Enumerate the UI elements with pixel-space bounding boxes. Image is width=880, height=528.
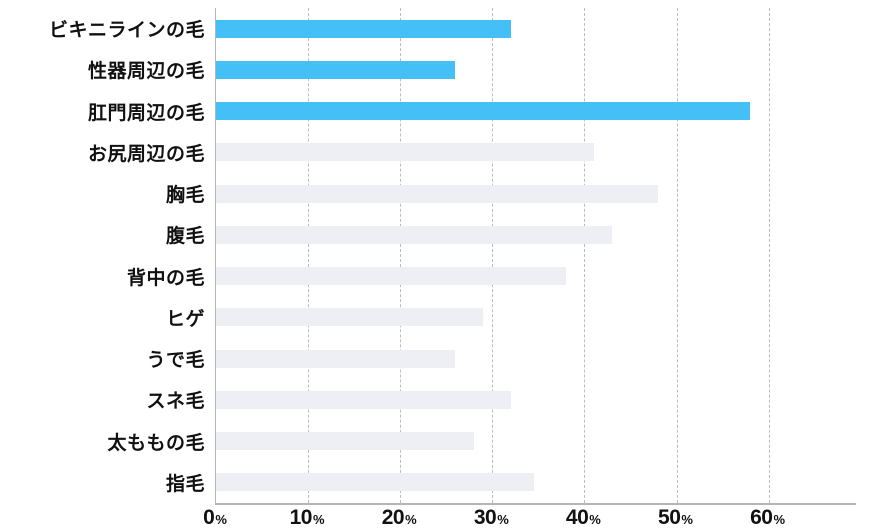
- bar-default: [216, 184, 659, 203]
- bar-row: [216, 379, 856, 420]
- bar-row: [216, 214, 856, 255]
- bars-container: [216, 8, 856, 503]
- percent-sign: %: [215, 512, 227, 527]
- bar-default: [216, 432, 474, 451]
- x-tick-number: 10: [289, 506, 313, 528]
- bar-row: [216, 132, 856, 173]
- bar-row: [216, 173, 856, 214]
- percent-sign: %: [312, 512, 325, 527]
- x-tick-number: 20: [381, 506, 405, 528]
- bar-default: [216, 267, 566, 286]
- category-label: 背中の毛: [126, 267, 205, 289]
- percent-sign: %: [589, 512, 601, 527]
- bar-row: [216, 462, 856, 503]
- bar-row: [216, 338, 856, 379]
- bar-row: [216, 256, 856, 297]
- x-tick-number: 60: [750, 506, 773, 528]
- percent-sign: %: [405, 512, 417, 527]
- category-label: 腹毛: [165, 226, 205, 248]
- x-tick-label: 20%: [382, 507, 417, 528]
- category-label: 太ももの毛: [107, 432, 205, 454]
- plot-area: [215, 8, 856, 505]
- bar-row: [216, 49, 856, 90]
- gridline: [492, 8, 494, 503]
- x-tick-label: 50%: [658, 507, 693, 528]
- category-label: ヒゲ: [165, 308, 205, 330]
- category-label: うで毛: [146, 350, 205, 372]
- bar-default: [216, 308, 484, 327]
- gridline: [768, 8, 770, 503]
- category-label: ビキニラインの毛: [48, 20, 205, 42]
- x-tick-number: 40: [565, 506, 589, 528]
- bar-highlighted: [216, 19, 511, 38]
- gridline: [400, 8, 402, 503]
- bar-default: [216, 349, 456, 368]
- x-tick-label: 30%: [474, 507, 509, 528]
- category-label: スネ毛: [146, 391, 205, 413]
- percent-sign: %: [497, 512, 509, 527]
- category-label: お尻周辺の毛: [87, 143, 205, 165]
- x-tick-label: 10%: [290, 507, 325, 528]
- percent-sign: %: [681, 512, 693, 527]
- category-label: 指毛: [165, 473, 205, 495]
- bar-highlighted: [216, 102, 751, 121]
- x-tick-number: 50: [658, 506, 681, 528]
- gridline: [676, 8, 678, 503]
- bar-row: [216, 91, 856, 132]
- y-axis-category-labels: ビキニラインの毛性器周辺の毛 肛門周辺の毛 お尻周辺の毛胸毛腹毛背中の毛ヒゲうで毛ス…: [0, 8, 205, 503]
- bar-row: [216, 8, 856, 49]
- x-tick-number: 30: [473, 506, 497, 528]
- bar-default: [216, 143, 594, 162]
- x-tick-label: 0%: [203, 507, 227, 528]
- x-tick-label: 40%: [566, 507, 601, 528]
- category-label: 性器周辺の毛: [87, 61, 205, 83]
- bar-row: [216, 297, 856, 338]
- bar-default: [216, 473, 534, 492]
- gridline: [308, 8, 310, 503]
- x-axis-tick-labels: 0% 10% 20% 30% 40% 50% 60%: [0, 507, 880, 528]
- bar-default: [216, 225, 613, 244]
- x-tick-label: 60%: [750, 507, 785, 528]
- category-label: 胸毛: [165, 185, 205, 207]
- bar-highlighted: [216, 60, 456, 79]
- percent-sign: %: [773, 512, 786, 527]
- gridline: [584, 8, 586, 503]
- category-label: 肛門周辺の毛: [87, 102, 205, 124]
- bar-row: [216, 421, 856, 462]
- bar-default: [216, 390, 511, 409]
- x-tick-number: 0: [203, 506, 215, 528]
